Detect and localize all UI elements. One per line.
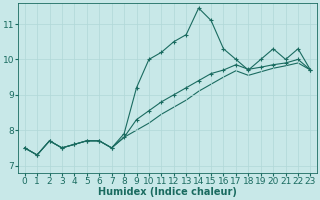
X-axis label: Humidex (Indice chaleur): Humidex (Indice chaleur) <box>98 187 237 197</box>
